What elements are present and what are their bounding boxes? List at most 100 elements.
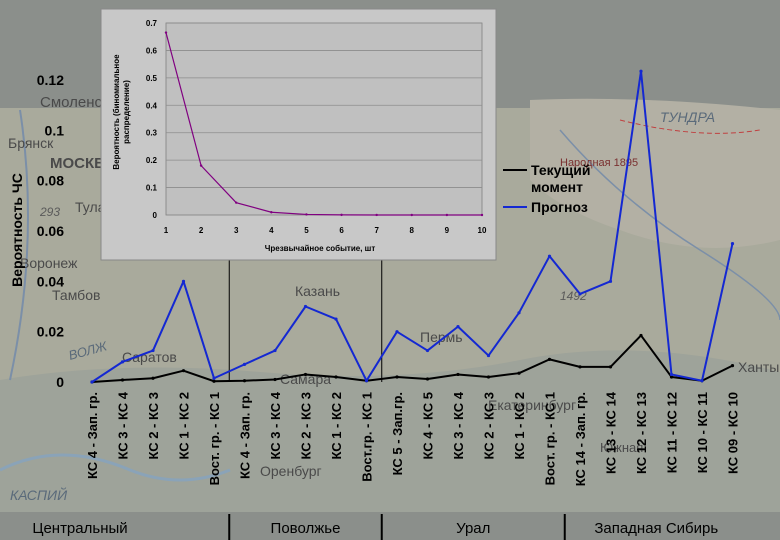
inset-y-tick-label: 0.7 xyxy=(146,19,158,28)
data-point xyxy=(578,365,582,369)
data-point xyxy=(303,304,308,309)
y-tick-label: 0.12 xyxy=(37,72,64,88)
data-point xyxy=(181,369,186,373)
map-label: Воронеж xyxy=(20,255,78,271)
inset-x-tick-label: 6 xyxy=(339,226,344,235)
map-label: 1492 xyxy=(560,289,587,303)
map-label: Брянск xyxy=(8,135,54,151)
x-tick-label: КС 14 - Зап. гр. xyxy=(573,392,588,486)
group-label: Центральный xyxy=(32,520,127,537)
x-tick-label: КС 12 - КС 13 xyxy=(634,392,649,474)
legend-label-forecast: Прогноз xyxy=(531,199,588,215)
series-line-current xyxy=(91,334,733,383)
data-point xyxy=(334,375,338,379)
data-point xyxy=(547,357,552,361)
data-point xyxy=(181,279,186,283)
legend: Текущий момент Прогноз xyxy=(503,162,590,215)
inset-series-line xyxy=(165,32,482,216)
data-point xyxy=(334,317,338,321)
map-label: Ханты xyxy=(738,359,779,375)
data-point xyxy=(395,330,399,334)
inset-y-title-2: распределение) xyxy=(122,80,131,144)
data-point xyxy=(120,378,125,382)
inset-data-point xyxy=(235,201,238,204)
inset-y-tick-label: 0.3 xyxy=(146,129,158,138)
map-label: КАСПИЙ xyxy=(10,486,68,503)
x-tick-label: КС 1 - КС 2 xyxy=(329,392,344,460)
data-point xyxy=(486,375,491,379)
data-point xyxy=(273,348,277,353)
inset-y-tick-label: 0 xyxy=(153,211,158,220)
data-point xyxy=(425,377,430,381)
data-point xyxy=(669,375,674,379)
x-tick-label: Вост. гр. - КС 1 xyxy=(207,392,222,485)
map-label: Саратов xyxy=(122,349,177,365)
x-tick-label: КС 3 - КС 4 xyxy=(451,391,466,459)
inset-y-tick-label: 0.5 xyxy=(146,74,158,83)
inset-x-tick-label: 5 xyxy=(304,226,309,235)
data-point xyxy=(242,362,247,366)
inset-x-tick-label: 1 xyxy=(164,226,169,235)
data-point xyxy=(151,348,155,353)
data-point xyxy=(517,371,521,375)
map-label: ТУНДРА xyxy=(660,109,715,125)
main-chart: Вероятность ЧС 00.020.040.060.080.10.12 … xyxy=(0,69,780,540)
legend-label-current-1: Текущий xyxy=(531,162,590,178)
data-point xyxy=(212,376,216,380)
x-tick-label: КС 4 - КС 5 xyxy=(421,392,436,460)
map-label: 293 xyxy=(39,205,60,219)
inset-data-point xyxy=(270,211,273,214)
x-tick-label: КС 3 - КС 4 xyxy=(268,391,283,459)
x-tick-label: КС 11 - КС 12 xyxy=(665,392,680,473)
series-line-forecast xyxy=(91,70,734,383)
inset-data-point xyxy=(445,213,449,217)
data-point xyxy=(639,333,643,338)
data-point xyxy=(303,372,308,377)
y-tick-label: 0.04 xyxy=(37,273,64,289)
inset-x-tick-label: 7 xyxy=(374,226,379,235)
data-point xyxy=(730,241,735,246)
inset-data-point xyxy=(410,213,413,217)
map-label: Екатеринбург xyxy=(488,397,576,413)
data-point xyxy=(578,292,582,296)
legend-label-current-2: момент xyxy=(531,179,583,195)
group-label: Урал xyxy=(456,520,490,537)
data-point xyxy=(456,325,460,329)
inset-y-title-1: Вероятность (биномиальное xyxy=(112,54,121,170)
data-point xyxy=(425,348,430,353)
data-point xyxy=(120,360,125,364)
inset-plot-area xyxy=(165,22,483,216)
inset-data-point xyxy=(164,31,168,34)
x-tick-label: КС 2 - КС 3 xyxy=(482,392,497,460)
inset-x-tick-label: 8 xyxy=(410,226,415,235)
x-tick-label: Вост.гр. - КС 1 xyxy=(360,392,375,482)
x-tick-label: КС 5 - Зап.гр. xyxy=(390,392,405,475)
inset-x-tick-label: 2 xyxy=(199,226,204,235)
x-tick-label: КС 4 - Зап. гр. xyxy=(238,392,253,479)
group-label: Поволжье xyxy=(271,520,341,537)
y-tick-label: 0.02 xyxy=(37,324,64,340)
x-tick-label: КС 09 - КС 10 xyxy=(726,392,741,474)
map-label: Оренбург xyxy=(260,463,322,479)
data-point xyxy=(486,353,491,358)
data-point xyxy=(700,379,704,383)
data-point xyxy=(90,380,94,384)
y-tick-label: 0 xyxy=(56,374,64,390)
data-point xyxy=(242,379,247,383)
data-point xyxy=(395,375,399,379)
data-point xyxy=(151,376,155,380)
data-point xyxy=(456,372,460,377)
inset-y-tick-label: 0.4 xyxy=(146,101,158,110)
inset-x-tick-label: 10 xyxy=(478,226,487,235)
inset-y-tick-label: 0.6 xyxy=(146,46,158,55)
map-label: Народная 1895 xyxy=(560,157,638,169)
data-point xyxy=(273,377,277,382)
inset-data-point xyxy=(340,213,343,217)
group-band xyxy=(0,512,780,540)
map-label: Тула xyxy=(75,199,106,215)
map-label: Казань xyxy=(295,283,340,299)
x-tick-label: КС 1 - КС 2 xyxy=(177,392,192,460)
map-label: МОСКВ xyxy=(50,155,105,172)
y-tick-label: 0.06 xyxy=(37,223,64,239)
